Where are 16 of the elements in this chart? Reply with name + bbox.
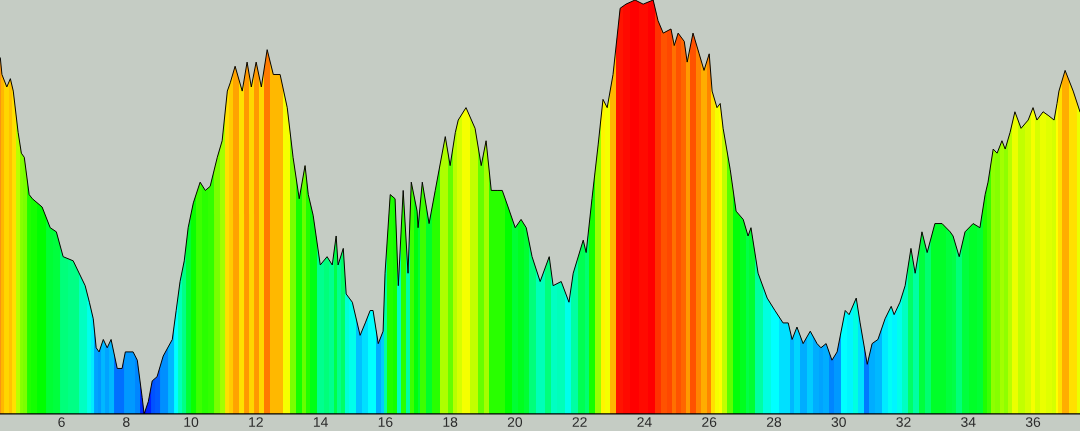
x-tick-label: 14 (313, 417, 328, 427)
x-tick-label: 36 (1025, 417, 1041, 427)
x-tick-label: 22 (572, 417, 587, 427)
x-tick-label: 34 (961, 417, 976, 427)
x-tick-label: 8 (123, 417, 130, 427)
x-tick-label: 18 (443, 417, 458, 427)
x-tick-label: 12 (249, 417, 263, 427)
x-tick-label: 6 (58, 417, 65, 427)
x-tick-label: 28 (766, 417, 782, 427)
x-tick-label: 16 (378, 417, 393, 427)
x-tick-label: 32 (896, 417, 911, 427)
x-tick-label: 20 (507, 417, 523, 427)
x-tick-label: 10 (184, 417, 199, 427)
x-tick-label: 26 (702, 417, 717, 427)
x-tick-label: 24 (637, 417, 652, 427)
x-tick-label: 30 (831, 417, 846, 427)
